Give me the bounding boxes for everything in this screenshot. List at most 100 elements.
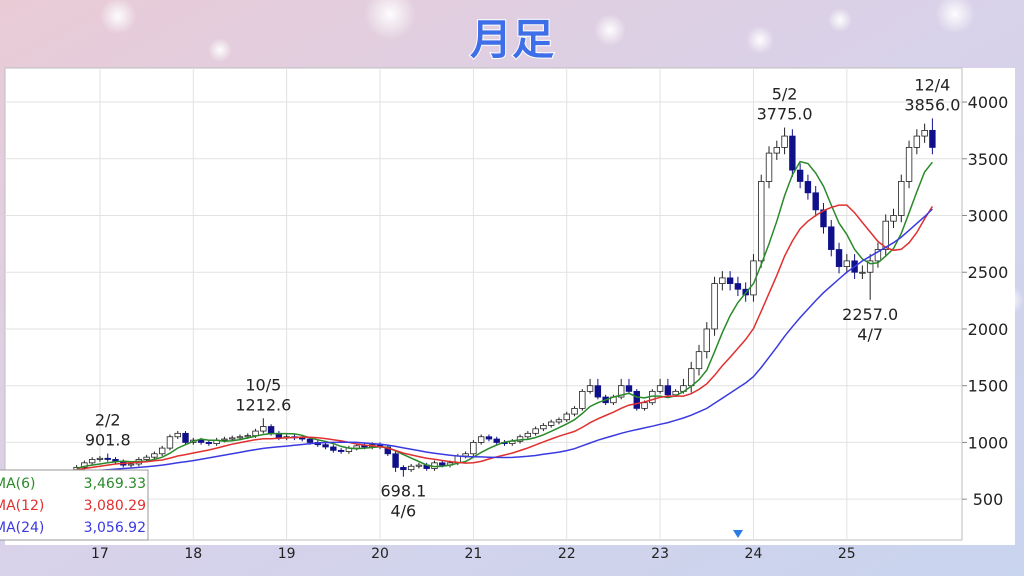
y-tick-label: 500 xyxy=(973,490,1004,509)
annotation-value: 3775.0 xyxy=(757,105,813,124)
candle-body xyxy=(197,439,205,443)
candle-body xyxy=(656,385,664,392)
candle-body xyxy=(353,445,360,449)
annotation-date: 10/5 xyxy=(245,375,281,394)
annotation-date: 12/4 xyxy=(914,75,950,94)
candle-body xyxy=(330,446,337,451)
candle-body xyxy=(151,453,158,458)
event-marker xyxy=(733,530,743,538)
candle-body xyxy=(789,135,796,171)
candle-body xyxy=(205,442,213,444)
candle-body xyxy=(835,249,843,267)
candle-body xyxy=(563,413,570,421)
candle-body xyxy=(158,447,166,455)
plot-frame xyxy=(4,67,963,541)
candle-body xyxy=(555,419,563,423)
candle-body xyxy=(470,442,477,455)
candle-body xyxy=(244,435,251,438)
candle-body xyxy=(859,271,866,274)
candle-body xyxy=(929,130,936,148)
candle-body xyxy=(104,457,111,460)
legend: MA(6) 3,469.33 MA(12) 3,080.29 MA(24) 3,056.9… xyxy=(0,469,149,541)
legend-value: 3,080.29 xyxy=(84,498,146,514)
annotation-value: 3856.0 xyxy=(904,95,960,114)
candle-body xyxy=(586,385,594,392)
candle-body xyxy=(905,147,913,182)
candle-body xyxy=(579,390,586,409)
candle-body xyxy=(866,260,874,273)
candle-body xyxy=(267,426,275,434)
candle-body xyxy=(913,135,921,148)
candle-body xyxy=(898,181,905,216)
candle-body xyxy=(477,436,485,443)
annotation-value: 2257.0 xyxy=(842,305,898,324)
x-tick-label: 24 xyxy=(745,546,763,562)
candle-body xyxy=(719,277,726,284)
candle-body xyxy=(493,438,500,443)
annotation-date: 4/6 xyxy=(390,502,416,521)
candle-body xyxy=(688,368,695,387)
legend-name: MA(24) xyxy=(0,520,44,536)
candle-body xyxy=(485,436,493,440)
x-tick-label: 17 xyxy=(91,546,109,562)
y-tick-label: 1500 xyxy=(968,377,1009,396)
y-tick-label: 4000 xyxy=(968,93,1009,112)
y-tick-label: 3000 xyxy=(968,207,1009,226)
annotation-value: 1212.6 xyxy=(235,395,291,414)
legend-value: 3,056.92 xyxy=(84,520,146,536)
candle-body xyxy=(236,436,244,439)
candle-body xyxy=(127,463,135,466)
candle-body xyxy=(174,432,181,438)
annotation-value: 698.1 xyxy=(380,482,426,501)
x-tick-label: 21 xyxy=(464,546,482,562)
x-tick-label: 20 xyxy=(371,546,389,562)
y-tick-label: 2500 xyxy=(968,263,1009,282)
candle-body xyxy=(306,438,314,443)
legend-value: 3,469.33 xyxy=(84,476,146,492)
candle-body xyxy=(532,428,539,434)
legend-name: MA(6) xyxy=(0,476,36,492)
annotation-date: 5/2 xyxy=(772,85,798,104)
x-tick-label: 23 xyxy=(651,546,669,562)
candle-body xyxy=(804,181,812,194)
candle-body xyxy=(571,407,578,415)
chart-title: 月足 xyxy=(470,15,554,64)
candle-body xyxy=(337,449,345,452)
x-tick-label: 22 xyxy=(558,546,576,562)
candle-body xyxy=(400,466,407,471)
candle-body xyxy=(182,432,189,443)
candle-body xyxy=(260,426,267,432)
candle-body xyxy=(641,402,648,409)
legend-box xyxy=(0,469,149,541)
candle-body xyxy=(392,453,399,468)
candle-body xyxy=(299,437,306,440)
candle-body xyxy=(843,260,851,267)
candle-body xyxy=(882,220,889,250)
ma-line xyxy=(76,160,933,470)
candle-body xyxy=(758,181,765,262)
candle-body xyxy=(773,147,780,154)
candle-body xyxy=(734,283,742,290)
candle-body xyxy=(890,215,897,222)
candle-body xyxy=(765,152,773,182)
candle-body xyxy=(143,456,150,460)
annotation-date: 4/7 xyxy=(857,325,883,344)
candle-body xyxy=(540,425,547,430)
candle-body xyxy=(874,249,882,262)
legend-name: MA(12) xyxy=(0,498,44,514)
ma-line xyxy=(76,204,934,471)
candle-body xyxy=(726,277,734,284)
candle-body xyxy=(415,464,423,467)
candle-body xyxy=(820,209,827,228)
candle-body xyxy=(703,328,710,353)
annotation-value: 901.8 xyxy=(85,431,131,450)
y-tick-label: 2000 xyxy=(968,320,1009,339)
candle-body xyxy=(221,438,228,441)
candle-body xyxy=(594,385,602,398)
candle-body xyxy=(781,135,788,148)
candle-body xyxy=(96,457,104,460)
candle-body xyxy=(796,169,804,182)
